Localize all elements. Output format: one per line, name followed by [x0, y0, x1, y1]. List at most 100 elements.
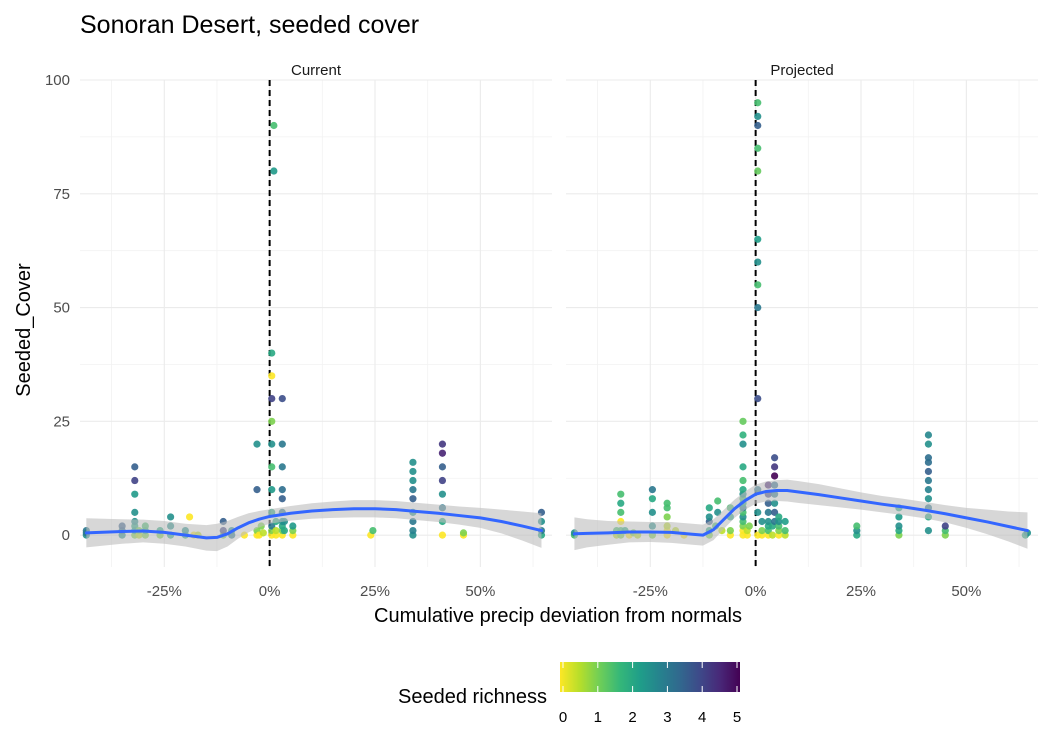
data-point — [278, 463, 286, 471]
data-point — [754, 235, 762, 243]
data-point — [272, 526, 280, 535]
facet-label: Projected — [770, 62, 833, 79]
data-point — [758, 526, 766, 535]
data-point — [648, 508, 656, 516]
data-point — [705, 504, 713, 512]
y-tick-label: 100 — [45, 72, 70, 89]
x-tick-label: -25% — [633, 583, 668, 600]
legend-tick-label: 4 — [698, 709, 706, 726]
data-point — [924, 431, 933, 439]
legend-title: Seeded richness — [398, 686, 547, 708]
data-point — [781, 526, 789, 535]
panel-current: Current -25% 0% 25% 50% 0 25 50 75 100 — [45, 62, 552, 600]
panel-projected: Projected -25% 0% 25% 50% — [566, 62, 1038, 600]
data-point — [648, 486, 656, 494]
data-point — [617, 499, 625, 507]
data-point — [409, 526, 417, 535]
legend-tick-label: 3 — [663, 709, 671, 726]
smooth-trend-line — [572, 489, 1029, 537]
data-point — [438, 531, 447, 539]
x-tick-label: 0% — [259, 583, 281, 600]
colorbar — [560, 662, 740, 692]
y-tick-label: 25 — [53, 413, 70, 430]
data-point — [289, 522, 297, 530]
data-point — [253, 486, 261, 494]
data-point — [764, 499, 772, 507]
data-point — [924, 476, 933, 485]
x-tick-label: 50% — [951, 583, 981, 600]
data-point — [259, 529, 267, 537]
data-point — [771, 454, 779, 462]
data-point — [739, 476, 747, 485]
data-point — [270, 121, 278, 130]
smooth-trend-line — [84, 507, 543, 540]
data-point — [438, 440, 447, 448]
data-point — [438, 449, 447, 457]
y-tick-label: 0 — [62, 527, 70, 544]
data-point — [268, 349, 276, 357]
data-point — [278, 394, 286, 403]
x-tick-label: -25% — [147, 583, 182, 600]
data-point — [726, 526, 734, 535]
data-point — [278, 486, 286, 494]
data-point — [739, 463, 747, 471]
facet-label: Current — [291, 62, 342, 79]
data-point — [714, 497, 722, 505]
data-point — [369, 526, 377, 535]
data-point — [280, 526, 288, 535]
data-point — [853, 522, 861, 530]
data-point — [754, 121, 762, 130]
data-point — [131, 463, 139, 471]
x-tick-label: 25% — [360, 583, 390, 600]
data-point — [764, 517, 772, 526]
data-point — [617, 508, 625, 516]
data-point — [781, 517, 789, 526]
data-point — [617, 490, 625, 498]
data-point — [771, 463, 779, 471]
data-point — [131, 476, 139, 485]
data-point — [771, 508, 779, 516]
data-point — [739, 486, 747, 494]
data-point — [268, 394, 276, 403]
x-tick-label: 0% — [745, 583, 767, 600]
data-point — [924, 467, 933, 476]
x-tick-label: 50% — [465, 583, 495, 600]
data-point — [705, 513, 713, 521]
data-point — [438, 463, 447, 471]
y-tick-label: 50 — [53, 300, 70, 317]
data-point — [754, 303, 762, 312]
data-point — [131, 508, 139, 516]
x-axis-title: Cumulative precip deviation from normals — [374, 605, 742, 627]
data-point — [895, 513, 903, 521]
data-point — [278, 440, 286, 448]
data-point — [924, 495, 933, 503]
data-point — [253, 440, 261, 448]
data-point — [941, 522, 949, 530]
legend: Seeded richness 0 1 2 3 4 5 — [398, 662, 741, 726]
data-point — [775, 513, 783, 521]
panels-layer: Current -25% 0% 25% 50% 0 25 50 75 100 Projected -2… — [45, 62, 1038, 600]
data-point — [739, 440, 747, 448]
data-point — [754, 112, 762, 121]
data-point — [745, 522, 753, 530]
data-point — [758, 517, 766, 526]
data-point — [895, 522, 903, 530]
legend-tick-label: 5 — [733, 709, 741, 726]
data-point — [924, 454, 933, 462]
data-point — [771, 499, 779, 507]
data-point — [648, 495, 656, 503]
data-point — [754, 99, 762, 107]
data-point — [771, 472, 779, 480]
data-point — [754, 508, 762, 516]
data-point — [268, 486, 276, 494]
data-point — [268, 463, 276, 471]
data-point — [409, 467, 417, 476]
data-point — [459, 529, 468, 537]
data-point — [663, 513, 671, 521]
data-point — [268, 372, 276, 380]
y-axis-title: Seeded_Cover — [13, 263, 35, 397]
data-point — [739, 417, 747, 425]
